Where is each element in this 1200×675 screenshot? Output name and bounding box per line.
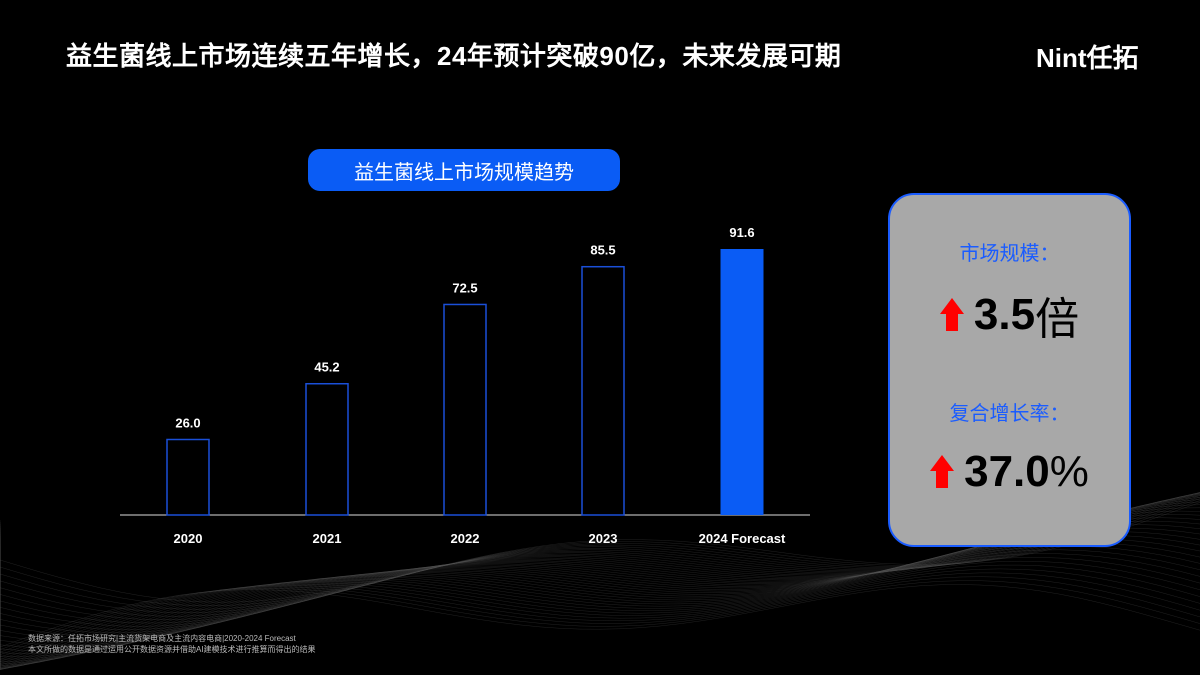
x-tick-label: 2023 bbox=[589, 531, 618, 546]
nint-logo: Nint任拓 bbox=[1036, 43, 1139, 73]
bar-2023 bbox=[581, 265, 625, 516]
x-tick-label: 2021 bbox=[313, 531, 342, 546]
bar-2024 Forecast bbox=[720, 249, 764, 515]
bar-2021 bbox=[305, 382, 349, 516]
cagr-value: 37.0 bbox=[964, 447, 1050, 496]
bar-2022 bbox=[443, 303, 487, 516]
market-size-value: 3.5 bbox=[973, 290, 1036, 339]
chart-title: 益生菌线上市场规模趋势 bbox=[308, 149, 620, 191]
data-label: 85.5 bbox=[590, 243, 615, 258]
cagr-unit: % bbox=[1049, 447, 1089, 496]
data-label: 26.0 bbox=[175, 415, 200, 430]
summary-card: 市场规模： 3.5 倍 复合增长率： 37.0% bbox=[888, 193, 1131, 547]
page-title: 益生菌线上市场连续五年增长，24年预计突破90亿，未来发展可期 bbox=[66, 41, 842, 71]
footer-notes: 数据来源：任拓市场研究|主流货架电商及主流内容电商|2020-2024 Fore… bbox=[28, 633, 316, 655]
data-label: 91.6 bbox=[729, 225, 754, 240]
up-arrow-icon bbox=[930, 455, 955, 489]
market-size-label: 市场规模： bbox=[959, 243, 1060, 265]
x-tick-label: 2020 bbox=[174, 531, 203, 546]
cagr-label: 复合增长率： bbox=[949, 403, 1070, 425]
bar-2020 bbox=[166, 438, 210, 516]
disclaimer: 本文所做的数据是通过运用公开数据资源并借助AI建模技术进行推算而得出的结果 bbox=[28, 645, 316, 654]
x-tick-label: 2024 Forecast bbox=[699, 531, 786, 546]
data-label: 45.2 bbox=[314, 360, 339, 375]
data-source: 数据来源：任拓市场研究|主流货架电商及主流内容电商|2020-2024 Fore… bbox=[28, 634, 296, 643]
market-size-unit: 倍 bbox=[1035, 295, 1080, 344]
x-tick-label: 2022 bbox=[451, 531, 480, 546]
data-label: 72.5 bbox=[452, 280, 477, 295]
up-arrow-icon bbox=[939, 298, 964, 332]
